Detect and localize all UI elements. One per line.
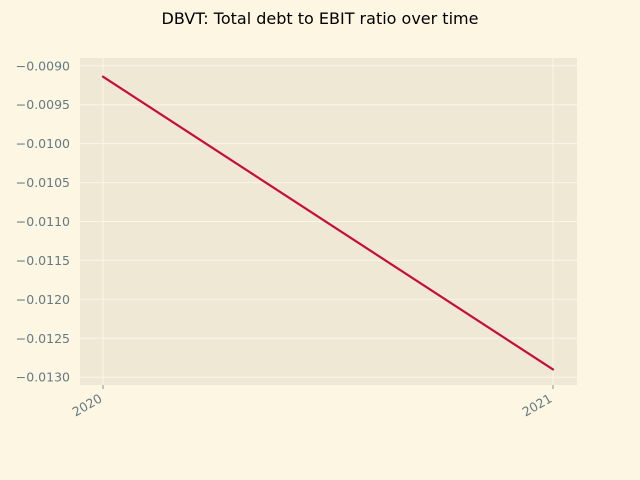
y-tick-label: −0.0105: [16, 175, 70, 190]
y-tick-label: −0.0095: [16, 97, 70, 112]
y-tick-label: −0.0120: [16, 292, 70, 307]
y-tick-label: −0.0110: [16, 214, 70, 229]
chart-title: DBVT: Total debt to EBIT ratio over time: [162, 9, 479, 28]
series-layer: [101, 75, 555, 371]
y-tick-label: −0.0115: [16, 253, 70, 268]
y-tick-label: −0.0100: [16, 136, 70, 151]
series-line: [101, 75, 555, 371]
y-tick-label: −0.0090: [16, 58, 70, 73]
grid-lines: [80, 58, 577, 385]
y-axis-ticks: −0.0090 −0.0095 −0.0100 −0.0105 −0.0110 −0.01…: [16, 58, 70, 384]
y-tick-label: −0.0125: [16, 331, 70, 346]
y-tick-label: −0.0130: [16, 370, 70, 385]
